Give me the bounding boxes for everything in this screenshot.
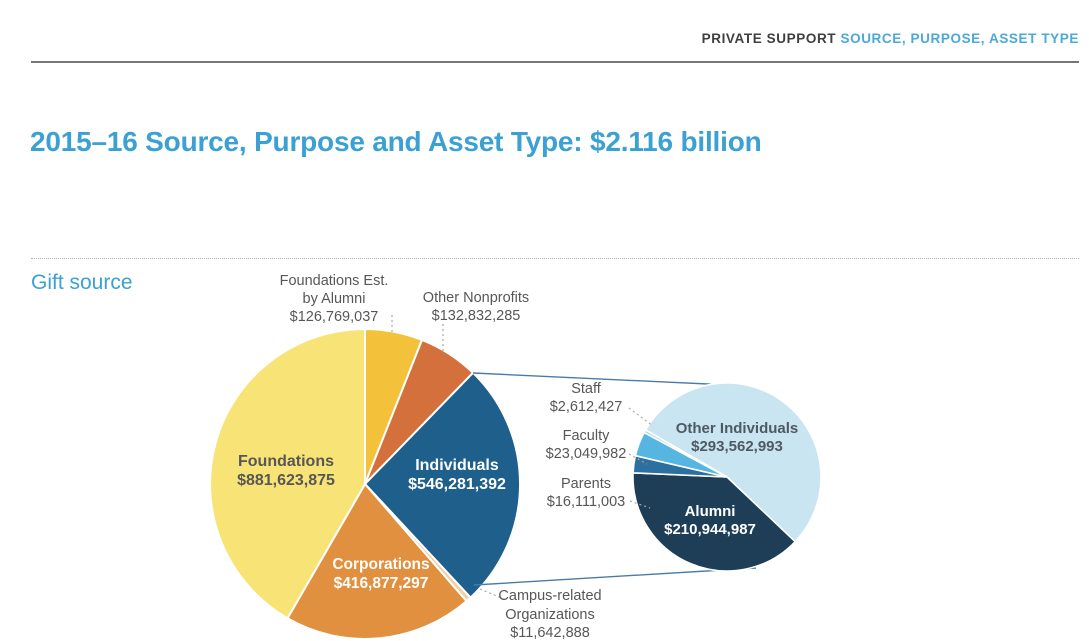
label-campus-related-organizations: Campus-related Organizations $11,642,888	[498, 587, 601, 641]
connector-line-bottom	[473, 567, 757, 586]
slice-name: Individuals	[415, 457, 499, 474]
connector-line-top	[472, 372, 730, 386]
slice-name: Faculty	[562, 428, 610, 444]
slice-value: $126,769,037	[289, 309, 379, 325]
slice-value: $16,111,003	[546, 494, 626, 510]
leader-staff	[628, 407, 654, 427]
slice-name: Alumni	[684, 503, 736, 520]
main-pie-slice-individuals	[364, 371, 521, 599]
label-staff: Staff $2,612,427	[550, 380, 623, 416]
slice-value: $2,612,427	[549, 399, 623, 415]
slice-value: $881,623,875	[237, 472, 335, 489]
page-title: 2015–16 Source, Purpose and Asset Type: …	[30, 126, 762, 157]
wedge-label-individuals: Individuals $546,281,392	[408, 456, 506, 494]
slice-value: $416,877,297	[333, 575, 429, 592]
header-section-label: PRIVATE SUPPORT	[701, 31, 837, 46]
slice-value: $293,562,993	[691, 437, 783, 455]
slice-name: Corporations	[332, 556, 430, 573]
detail-pie-slice-alumni	[632, 472, 796, 572]
detail-pie-slice-staff	[643, 429, 728, 478]
label-other-nonprofits: Other Nonprofits $132,832,285	[423, 289, 529, 325]
label-parents: Parents $16,111,003	[547, 475, 625, 511]
section-label-gift-source: Gift source	[31, 271, 133, 294]
slice-name: Foundations	[238, 453, 334, 470]
header-subsection-label: SOURCE, PURPOSE, ASSET TYPE	[840, 31, 1079, 46]
wedge-label-foundations: Foundations $881,623,875	[237, 452, 335, 490]
slice-name-line: Organizations	[505, 606, 595, 623]
label-faculty: Faculty $23,049,982	[546, 427, 627, 463]
main-pie-slice-corporations	[286, 483, 468, 640]
header-rule	[31, 61, 1079, 63]
slice-value: $546,281,392	[408, 476, 506, 493]
detail-pie-slice-other-individuals	[644, 382, 822, 543]
slice-name-line: Campus-related	[498, 588, 602, 604]
section-divider-dotted	[31, 258, 1079, 259]
slice-value: $132,832,285	[431, 308, 521, 324]
slice-name-line: Foundations Est.	[279, 273, 389, 289]
slice-value: $210,944,987	[664, 520, 756, 538]
slice-name: Parents	[561, 476, 611, 492]
wedge-label-alumni: Alumni $210,944,987	[664, 503, 756, 538]
wedge-label-corporations: Corporations $416,877,297	[332, 555, 429, 593]
wedge-label-other-individuals: Other Individuals $293,562,993	[676, 420, 799, 455]
slice-name: Staff	[571, 381, 601, 397]
slice-value: $23,049,982	[545, 446, 627, 462]
slice-name-line: by Alumni	[302, 291, 366, 307]
leader-parents	[629, 500, 651, 509]
label-foundations-est-by-alumni: Foundations Est. by Alumni $126,769,037	[280, 272, 389, 326]
main-pie-slice-foundations	[209, 328, 366, 620]
slice-name: Other Individuals	[675, 420, 799, 437]
leader-faculty	[628, 453, 648, 465]
slice-name: Other Nonprofits	[422, 290, 530, 306]
slice-value: $11,642,888	[510, 625, 590, 641]
report-header: PRIVATE SUPPORT SOURCE, PURPOSE, ASSET T…	[702, 31, 1079, 46]
